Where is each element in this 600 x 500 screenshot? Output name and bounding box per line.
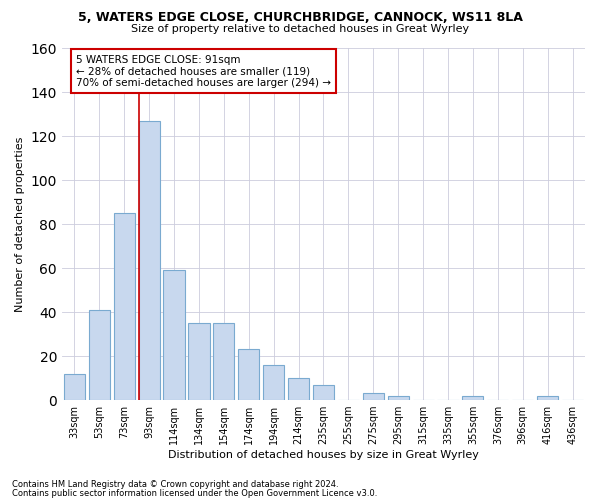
Bar <box>64 374 85 400</box>
Text: Contains public sector information licensed under the Open Government Licence v3: Contains public sector information licen… <box>12 488 377 498</box>
Bar <box>139 120 160 400</box>
Bar <box>89 310 110 400</box>
Text: Size of property relative to detached houses in Great Wyrley: Size of property relative to detached ho… <box>131 24 469 34</box>
Bar <box>288 378 309 400</box>
Bar <box>388 396 409 400</box>
Text: 5 WATERS EDGE CLOSE: 91sqm
← 28% of detached houses are smaller (119)
70% of sem: 5 WATERS EDGE CLOSE: 91sqm ← 28% of deta… <box>76 54 331 88</box>
Bar <box>188 323 209 400</box>
X-axis label: Distribution of detached houses by size in Great Wyrley: Distribution of detached houses by size … <box>168 450 479 460</box>
Bar <box>113 213 135 400</box>
Bar <box>263 365 284 400</box>
Bar <box>213 323 235 400</box>
Bar <box>463 396 484 400</box>
Bar <box>313 384 334 400</box>
Bar <box>362 394 384 400</box>
Bar <box>537 396 558 400</box>
Text: 5, WATERS EDGE CLOSE, CHURCHBRIDGE, CANNOCK, WS11 8LA: 5, WATERS EDGE CLOSE, CHURCHBRIDGE, CANN… <box>77 11 523 24</box>
Bar <box>163 270 185 400</box>
Text: Contains HM Land Registry data © Crown copyright and database right 2024.: Contains HM Land Registry data © Crown c… <box>12 480 338 489</box>
Bar <box>238 350 259 400</box>
Y-axis label: Number of detached properties: Number of detached properties <box>15 136 25 312</box>
